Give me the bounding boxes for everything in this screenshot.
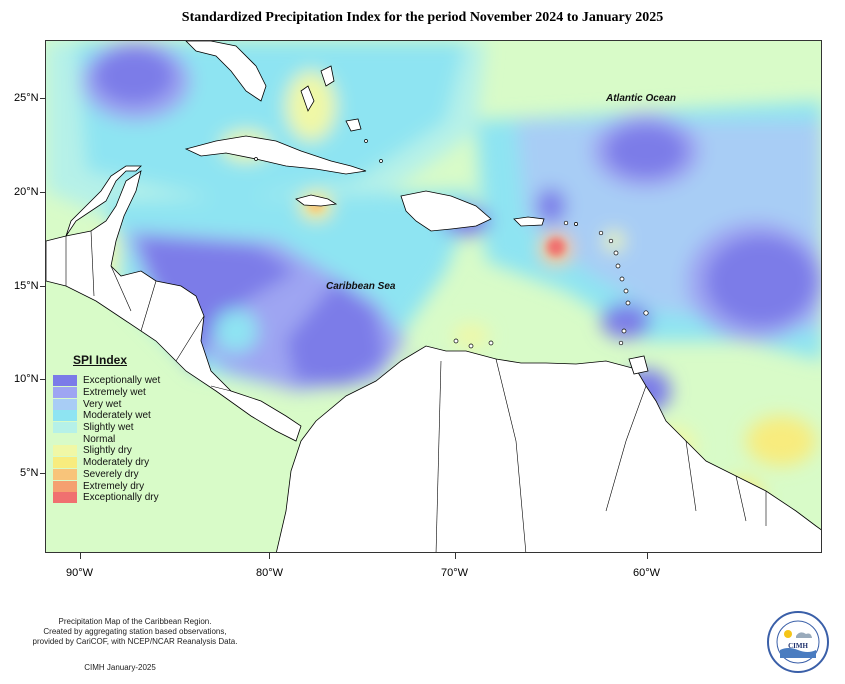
legend-label: Severely dry <box>83 468 139 480</box>
lesser-antilles <box>254 139 649 349</box>
legend-swatch <box>53 410 77 422</box>
legend-label: Extremely dry <box>83 480 145 492</box>
legend-label: Moderately wet <box>83 410 151 422</box>
legend-title: SPI Index <box>73 353 128 367</box>
lon-label-80w: 80°W <box>256 567 284 579</box>
atlantic-ocean-label: Atlantic Ocean <box>606 93 677 104</box>
legend-item: Extremely dry <box>53 480 203 492</box>
legend-swatch <box>53 375 77 387</box>
legend-item: Slightly wet <box>53 422 203 434</box>
legend-swatch <box>53 492 77 504</box>
legend-swatch <box>53 398 77 410</box>
lat-label-10n: 10°N <box>14 373 39 385</box>
lon-label-60w: 60°W <box>633 567 661 579</box>
legend-swatch <box>53 433 77 445</box>
lat-tick <box>40 286 45 287</box>
legend-item: Exceptionally wet <box>53 375 203 387</box>
legend-swatch <box>53 457 77 469</box>
lat-tick <box>40 98 45 99</box>
lat-tick <box>40 379 45 380</box>
legend-swatch <box>53 468 77 480</box>
legend-item: Exceptionally dry <box>53 492 203 504</box>
lon-label-90w: 90°W <box>66 567 94 579</box>
footer-line-2: Created by aggregating station based obs… <box>43 627 227 636</box>
lon-tick <box>269 553 270 559</box>
spi-fields <box>46 41 821 514</box>
lat-tick <box>40 473 45 474</box>
lon-tick <box>455 553 456 559</box>
legend-label: Slightly dry <box>83 445 132 457</box>
legend-item: Very wet <box>53 398 203 410</box>
legend-label: Exceptionally dry <box>83 492 159 504</box>
footer-line-3: provided by CariCOF, with NCEP/NCAR Rean… <box>32 637 238 646</box>
cimh-logo: CIMH <box>766 610 830 674</box>
lat-label-25n: 25°N <box>14 92 39 104</box>
caribbean-sea-label: Caribbean Sea <box>326 281 396 292</box>
spi-map-canvas <box>46 41 821 552</box>
lon-tick <box>80 553 81 559</box>
spi-legend: SPI Index Exceptionally wet Extremely wet… <box>53 353 203 504</box>
footer-description: Precipitation Map of the Caribbean Regio… <box>10 617 260 647</box>
legend-label: Normal <box>83 433 116 445</box>
lat-label-20n: 20°N <box>14 186 39 198</box>
legend-label: Exceptionally wet <box>83 375 161 387</box>
legend-swatch <box>53 422 77 434</box>
lon-label-70w: 70°W <box>441 567 469 579</box>
legend-item: Normal <box>53 433 203 445</box>
legend-label: Slightly wet <box>83 422 134 434</box>
map-title: Standardized Precipitation Index for the… <box>181 10 664 25</box>
legend-item: Slightly dry <box>53 445 203 457</box>
footer-line-1: Precipitation Map of the Caribbean Regio… <box>58 617 212 626</box>
legend-label: Extremely wet <box>83 387 146 399</box>
country-borders <box>65 230 767 552</box>
legend-swatch <box>53 387 77 399</box>
lat-label-15n: 15°N <box>14 280 39 292</box>
legend-swatch <box>53 480 77 492</box>
land-masses <box>46 41 821 552</box>
legend-item: Severely dry <box>53 468 203 481</box>
legend-item: Extremely wet <box>53 387 203 399</box>
legend-label: Very wet <box>83 398 122 410</box>
lat-tick <box>40 192 45 193</box>
legend-item: Moderately dry <box>53 457 203 469</box>
lon-tick <box>647 553 648 559</box>
legend-label: Moderately dry <box>83 457 150 469</box>
logo-text: CIMH <box>788 642 808 650</box>
legend-swatch <box>53 445 77 457</box>
spi-map: Atlantic Ocean Caribbean Sea <box>45 40 822 553</box>
legend-item: Moderately wet <box>53 410 203 422</box>
lat-label-5n: 5°N <box>20 467 39 479</box>
footer-credit: CIMH January-2025 <box>84 663 156 672</box>
